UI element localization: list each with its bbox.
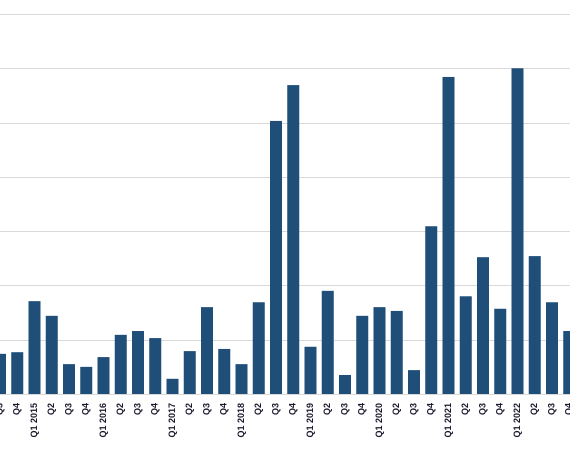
x-tick-label: Q3 [63,403,73,415]
bar [0,353,6,394]
x-tick-label: Q4 [495,403,505,415]
x-tick-label: Q3 [546,403,556,415]
bar [235,364,248,394]
x-tick-label: Q3 [132,403,142,415]
bar [321,290,334,394]
x-tick-label: Q2 [529,403,539,415]
x-tick-label: Q3 [477,403,487,415]
x-tick-label: Q4 [357,403,367,415]
x-tick-label: Q2 [391,403,401,415]
x-tick-label: Q1 2022 [512,403,522,438]
x-tick-label: Q1 2016 [98,403,108,438]
bar [511,68,524,394]
x-tick-label: Q1 2015 [29,403,39,438]
x-tick-label: Q3 [0,403,4,415]
bar [28,301,41,394]
bar [166,378,179,394]
x-tick-label: Q3 [201,403,211,415]
bar [149,338,162,394]
bar [218,348,231,394]
bar [201,307,213,394]
bar [563,331,570,394]
bar [494,308,507,394]
x-tick-label: Q4 [81,403,91,415]
bar [528,256,541,394]
bar [459,296,472,394]
bar [97,357,110,394]
bar [477,257,489,394]
bar [442,76,455,394]
x-tick-label: Q4 [426,403,436,415]
bar [304,346,317,394]
bar [183,351,196,394]
bar [390,310,403,394]
bar [252,302,265,394]
x-tick-label: Q4 [564,403,570,415]
x-tick-label: Q4 [12,403,22,415]
x-tick-label: Q1 2019 [305,403,315,438]
bar [132,331,144,394]
x-tick-label: Q2 [46,403,56,415]
x-tick-label: Q2 [115,403,125,415]
bar [80,366,93,394]
bar [425,226,438,394]
x-tick-label: Q1 2018 [236,403,246,438]
bar [356,315,369,394]
bar [270,120,282,394]
bar [45,315,58,394]
bar [373,307,386,394]
x-tick-label: Q3 [339,403,349,415]
x-tick-label: Q1 2017 [167,403,177,438]
bar [546,302,558,394]
bar [287,85,300,395]
bar [11,352,24,394]
bar [408,370,420,394]
x-tick-label: Q3 [408,403,418,415]
x-tick-label: Q2 [184,403,194,415]
x-tick-label: Q2 [460,403,470,415]
x-tick-label: Q4 [150,403,160,415]
x-tick-label: Q4 [219,403,229,415]
x-tick-label: Q3 [270,403,280,415]
x-tick-label: Q1 2021 [443,403,453,438]
x-tick-label: Q2 [253,403,263,415]
bar [114,334,127,394]
x-tick-label: Q2 [322,403,332,415]
x-tick-label: Q1 2020 [374,403,384,438]
bar [63,364,75,394]
x-tick-label: Q4 [288,403,298,415]
bar [339,374,351,394]
